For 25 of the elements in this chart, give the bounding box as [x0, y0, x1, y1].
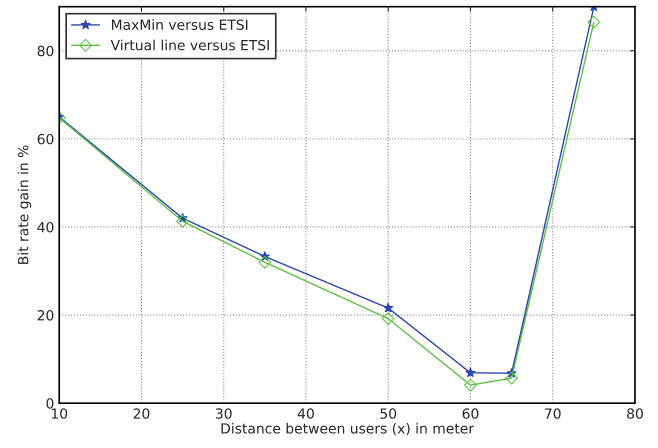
x-tick-label: 30	[216, 408, 232, 419]
y-tick-label: 40	[37, 222, 54, 232]
legend-label: MaxMin versus ETSI	[112, 19, 248, 30]
point	[383, 302, 394, 312]
point	[176, 214, 190, 228]
x-tick-label: 40	[298, 408, 314, 419]
x-tick-label: 50	[380, 408, 396, 419]
x-tick-label: 60	[462, 408, 478, 419]
point	[587, 16, 600, 29]
y-axis-title: Bit rate gain in %	[18, 145, 32, 264]
y-tick-label: 20	[38, 310, 54, 321]
point	[505, 372, 518, 385]
point	[382, 312, 395, 326]
point	[464, 378, 477, 392]
x-tick-label: 10	[52, 408, 68, 419]
legend-label: Virtual line versus ETSI	[110, 40, 269, 50]
y-tick-label: 0	[46, 398, 54, 409]
y-tick-label: 80	[38, 46, 54, 56]
point	[258, 256, 272, 269]
point	[465, 367, 476, 378]
x-tick-label: 20	[134, 408, 150, 419]
x-tick-label: 70	[545, 408, 561, 419]
x-axis-title: Distance between users (x) in meter	[222, 422, 474, 436]
y-tick-label: 60	[38, 134, 54, 144]
x-tick-label: 80	[627, 408, 643, 419]
